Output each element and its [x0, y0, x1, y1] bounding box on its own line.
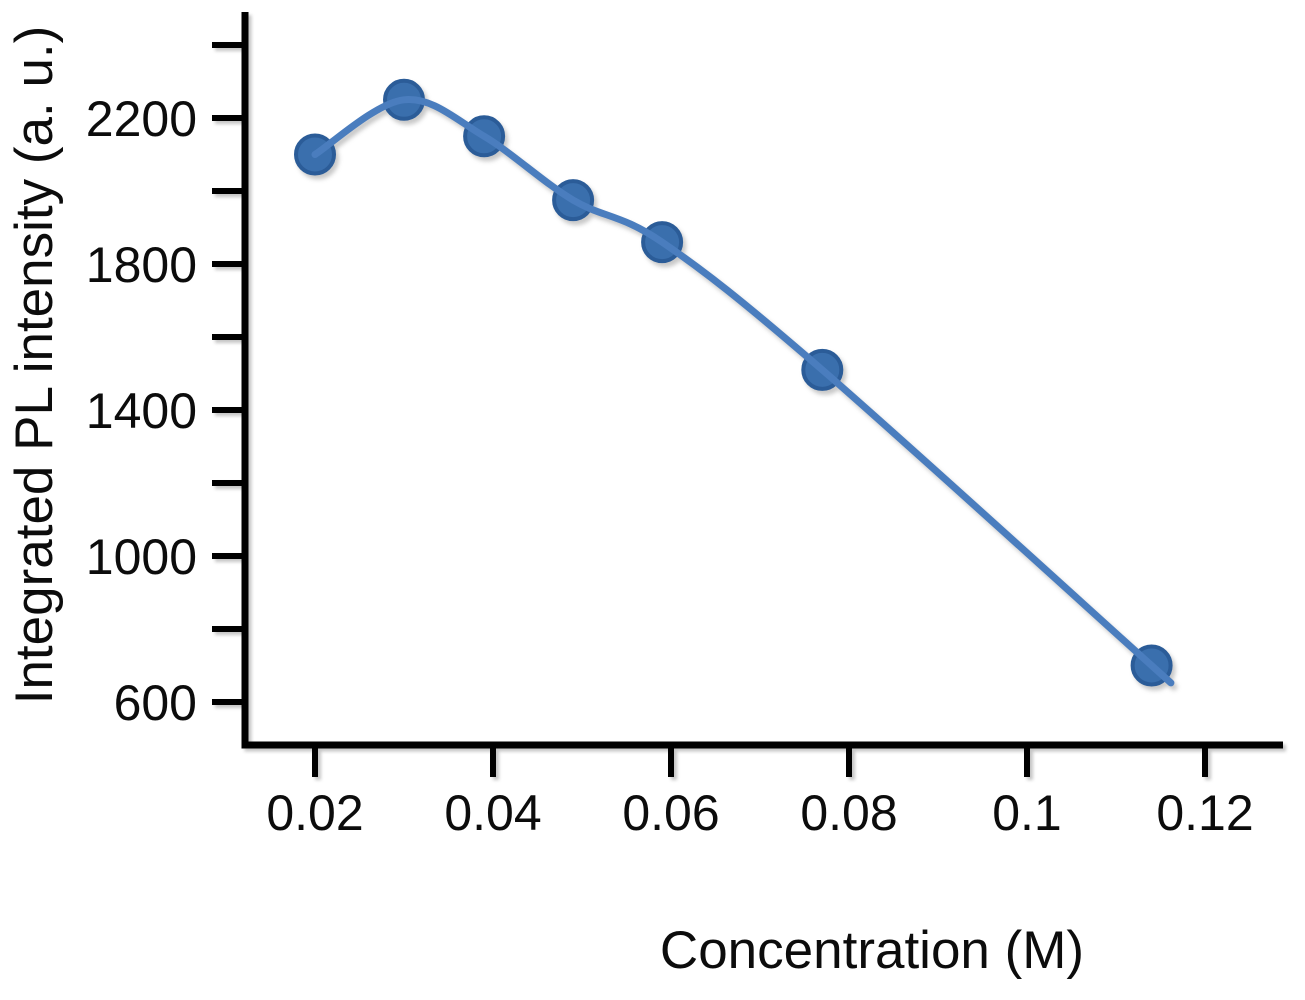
x-tick-label: 0.06	[622, 785, 719, 841]
axes	[212, 12, 1283, 777]
y-axis-tick-labels: 600 1000 1400 1800 2200	[86, 91, 197, 731]
x-tick-label: 0.02	[266, 785, 363, 841]
x-axis-ticks	[312, 744, 1208, 777]
y-tick-label: 600	[114, 675, 197, 731]
y-tick-label: 1400	[86, 383, 197, 439]
x-tick-label: 0.1	[992, 785, 1062, 841]
x-tick-label: 0.12	[1156, 785, 1253, 841]
y-tick-label: 1800	[86, 237, 197, 293]
y-axis-ticks	[212, 42, 246, 705]
x-tick-label: 0.04	[444, 785, 541, 841]
y-axis-title: Integrated PL intensity (a. u.)	[5, 26, 64, 705]
y-tick-label: 2200	[86, 91, 197, 147]
x-axis-tick-labels: 0.02 0.04 0.06 0.08 0.1 0.12	[266, 785, 1253, 841]
series-line	[311, 96, 1175, 687]
x-axis-title: Concentration (M)	[660, 921, 1084, 980]
y-tick-label: 1000	[86, 529, 197, 585]
x-tick-label: 0.08	[800, 785, 897, 841]
data-series	[294, 78, 1175, 687]
